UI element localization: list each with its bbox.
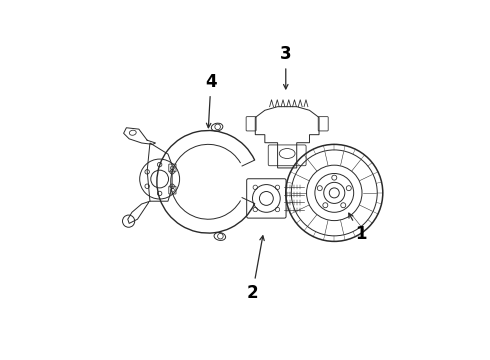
Text: 4: 4 — [205, 73, 217, 128]
Text: 1: 1 — [349, 213, 367, 243]
Text: 3: 3 — [280, 45, 292, 89]
Text: 2: 2 — [246, 236, 264, 302]
